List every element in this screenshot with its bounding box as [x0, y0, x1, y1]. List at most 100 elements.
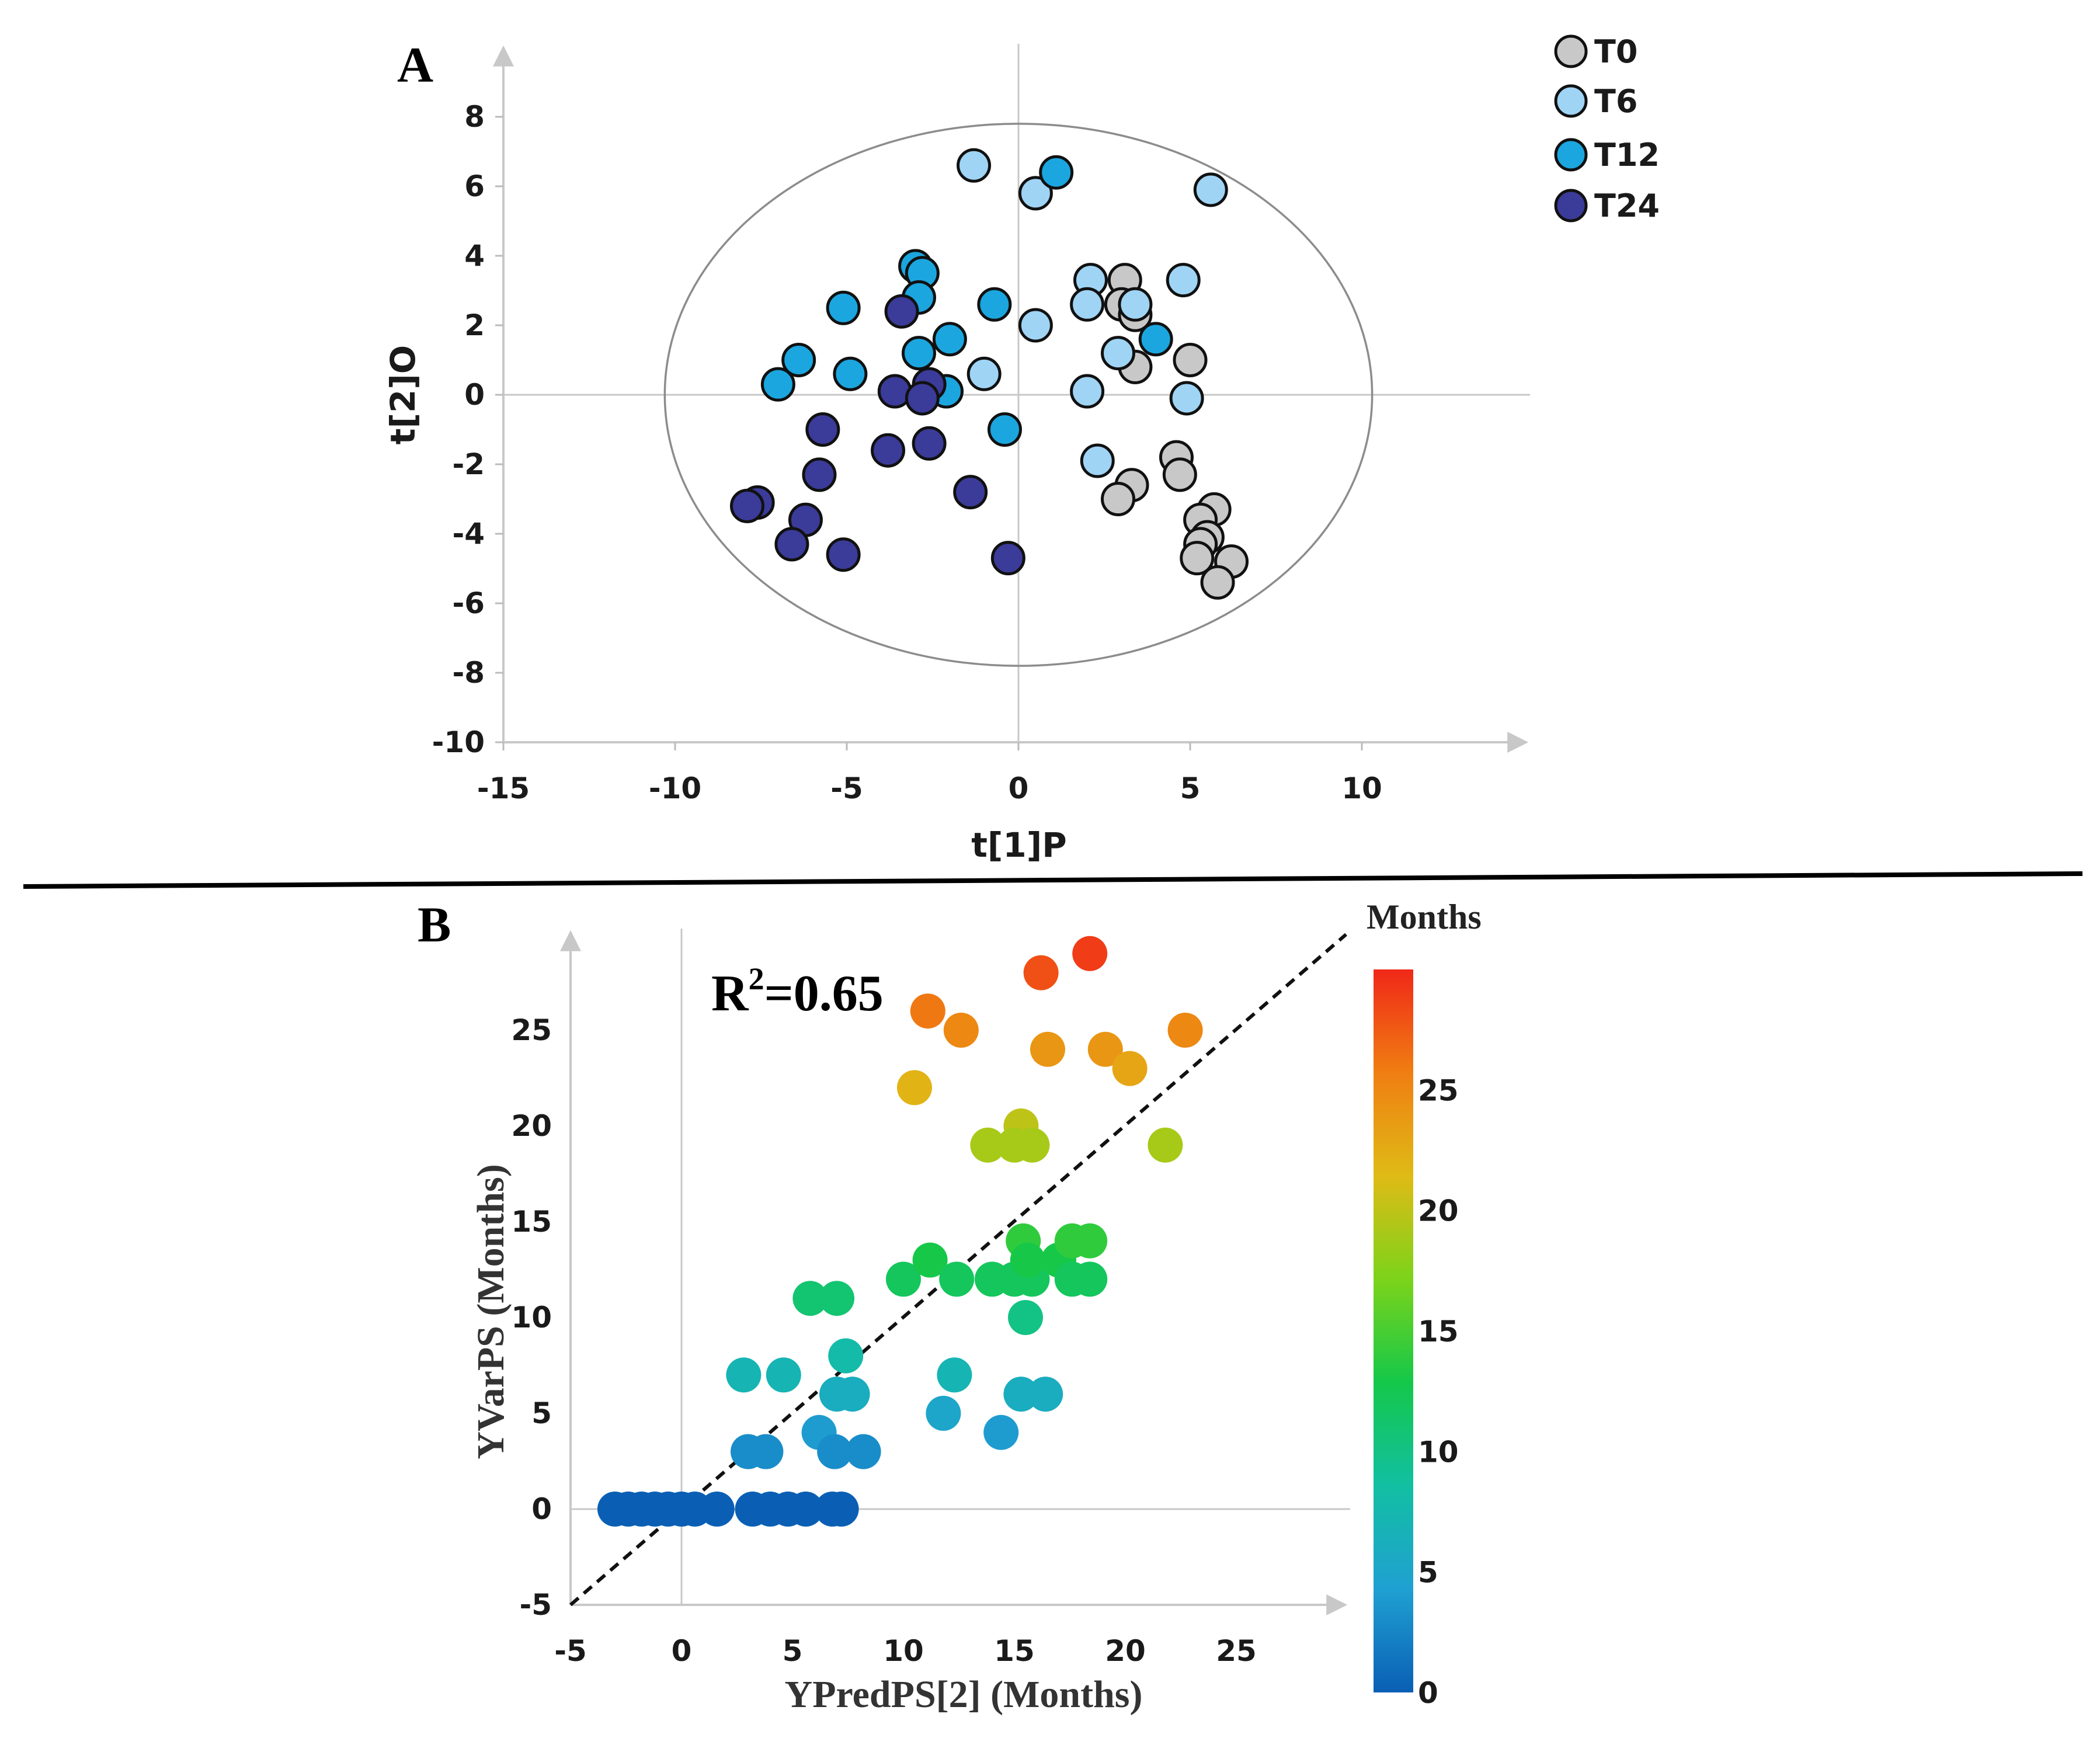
prediction-point [819, 1281, 854, 1316]
point-t24 [912, 426, 947, 461]
panel-b-x-tick-label: 0 [672, 1634, 692, 1668]
r-squared-value: =0.65 [764, 965, 884, 1022]
point-t24 [884, 294, 919, 329]
colorbar: Months 0 5 10 15 20 25 [1367, 898, 1482, 1710]
colorbar-tick-labels: 0 5 10 15 20 25 [1418, 1073, 1459, 1710]
point-t6 [1070, 287, 1105, 322]
panel-a-chart: A -15 -10 -5 0 5 10 -10 -8 -6 -4 -2 0 2 4 6 8 t[1]P t[2… [383, 33, 1660, 865]
prediction-point [823, 1492, 859, 1527]
panel-b-x-tick-label: -5 [554, 1634, 587, 1668]
panel-a-x-tick-label: 0 [1009, 771, 1029, 805]
panel-a-x-tick-label: -5 [830, 771, 863, 805]
point-t24 [871, 433, 906, 468]
panel-a-y-tick-label: -4 [452, 517, 485, 551]
panel-b-y-tick-label: 20 [511, 1109, 552, 1143]
panel-a-x-tick-label: -10 [649, 771, 701, 805]
prediction-point [970, 1127, 1006, 1163]
panel-a-y-tick-label: 2 [464, 308, 485, 342]
colorbar-tick-label: 20 [1418, 1194, 1459, 1228]
panel-a-y-tick-label: 4 [464, 239, 485, 273]
panel-a-points [729, 148, 1249, 600]
legend-label-t6: T6 [1594, 83, 1637, 120]
legend-marker-t0 [1554, 34, 1588, 68]
point-t6 [957, 148, 992, 183]
point-t6 [1080, 443, 1115, 478]
colorbar-tick-label: 10 [1418, 1435, 1459, 1469]
panel-b-x-tick-label: 20 [1105, 1634, 1146, 1668]
prediction-point [1072, 936, 1108, 971]
panel-a-y-tick-label: -8 [452, 656, 485, 690]
prediction-point [1003, 1377, 1039, 1412]
panel-a-y-tick-label: -2 [452, 447, 485, 481]
panel-a-x-axis-title: t[1]P [971, 825, 1067, 865]
point-t12 [977, 287, 1012, 322]
point-t12 [1039, 155, 1074, 190]
r-squared-superscript: 2 [749, 961, 764, 996]
prediction-point [1010, 1242, 1045, 1278]
panel-a-y-tick-label: -6 [452, 586, 485, 620]
point-t0 [1180, 541, 1215, 576]
prediction-point [1072, 1261, 1108, 1297]
panel-a-x-tick-label: -15 [477, 771, 530, 805]
point-t0 [1101, 482, 1136, 516]
legend-marker-t6 [1554, 84, 1588, 118]
legend-label-t0: T0 [1594, 33, 1637, 70]
point-t12 [826, 290, 861, 325]
point-t6 [966, 356, 1002, 391]
panel-b-y-axis-title: YVarPS (Months) [470, 1164, 512, 1459]
point-t24 [802, 457, 837, 492]
legend-label-t12: T12 [1594, 137, 1660, 173]
point-t0 [1173, 343, 1208, 377]
point-t24 [905, 381, 940, 416]
point-t6 [1118, 287, 1153, 322]
prediction-point [766, 1357, 801, 1393]
point-t24 [774, 527, 809, 562]
panel-b-y-tick-label: 10 [511, 1301, 552, 1334]
prediction-point [1030, 1031, 1065, 1067]
prediction-point [1028, 1377, 1063, 1412]
prediction-point [937, 1357, 972, 1393]
colorbar-gradient [1374, 969, 1413, 1692]
panel-a-x-tick-label: 5 [1180, 771, 1201, 805]
prediction-point [817, 1434, 853, 1469]
panel-a-axes [493, 45, 1529, 753]
panel-a-gridlines [503, 44, 1530, 742]
point-t6 [1193, 172, 1228, 207]
hotelling-ellipse [663, 123, 1374, 667]
panel-b-label: B [418, 896, 451, 953]
prediction-point [748, 1434, 784, 1469]
legend-marker-t12 [1554, 138, 1588, 172]
point-t12 [901, 336, 936, 371]
panel-a-label: A [397, 37, 433, 93]
prediction-point [1087, 1031, 1123, 1067]
point-t6 [1101, 336, 1136, 371]
point-t24 [953, 475, 988, 510]
point-t12 [781, 343, 816, 377]
prediction-point [1112, 1051, 1148, 1086]
legend-label-t24: T24 [1594, 187, 1660, 224]
colorbar-tick-label: 5 [1418, 1556, 1438, 1590]
prediction-point [926, 1396, 961, 1431]
point-t12 [1138, 322, 1173, 357]
point-t6 [1018, 308, 1053, 343]
prediction-point [1023, 955, 1059, 990]
point-t6 [1018, 176, 1053, 211]
point-t6 [1169, 381, 1204, 416]
prediction-point [1014, 1127, 1050, 1163]
panel-a-legend: T0 T6 T12 T24 [1554, 33, 1660, 224]
point-t12 [760, 367, 795, 402]
prediction-point [846, 1434, 881, 1469]
panel-divider [23, 871, 2083, 889]
panel-b-points [597, 936, 1203, 1527]
panel-b-y-tick-label: 15 [511, 1205, 552, 1239]
prediction-point [897, 1070, 932, 1106]
prediction-point [699, 1492, 735, 1527]
r-squared-label: R [711, 965, 749, 1022]
point-t24 [826, 537, 861, 572]
prediction-point [1072, 1223, 1108, 1259]
panel-b-tick-labels: -5 0 5 10 15 20 25 -5 0 5 10 15 20 25 [511, 1013, 1256, 1668]
colorbar-tick-label: 25 [1418, 1073, 1459, 1107]
prediction-point [910, 993, 945, 1029]
legend-marker-t24 [1554, 189, 1588, 223]
